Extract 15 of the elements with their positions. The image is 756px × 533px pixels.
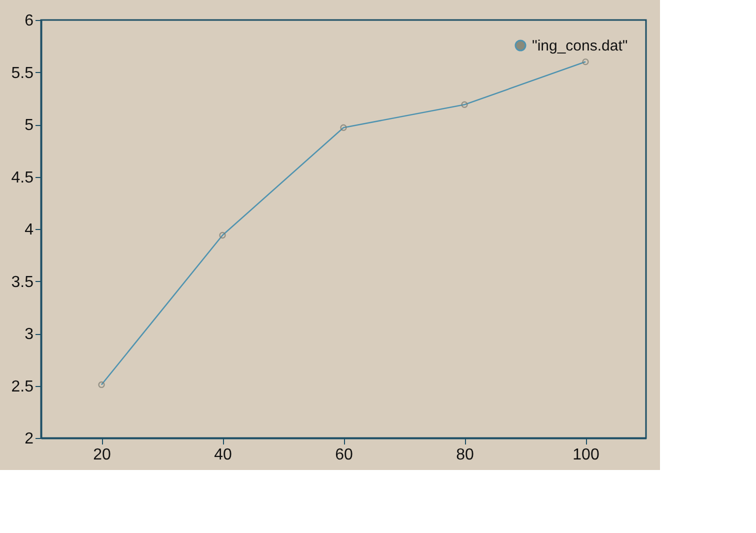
y-tick-label: 4 [24,222,34,238]
x-tick-label: 40 [214,446,232,464]
legend-label: "ing_cons.dat" [532,38,628,54]
y-tick-label: 3.5 [11,274,34,291]
x-tick-label: 100 [572,446,600,464]
x-tick-label: 60 [335,446,353,464]
y-tick-label: 5 [24,117,34,134]
y-tick-label: 3 [24,326,34,343]
x-tick-label: 80 [456,446,474,464]
y-tick-label: 2.5 [11,378,34,396]
y-tick-label: 6 [24,12,34,30]
y-tick-label: 4.5 [11,169,34,186]
y-tick-label: 2 [24,430,34,448]
y-tick-label: 5.5 [11,64,34,82]
x-tick-label: 20 [93,446,111,464]
